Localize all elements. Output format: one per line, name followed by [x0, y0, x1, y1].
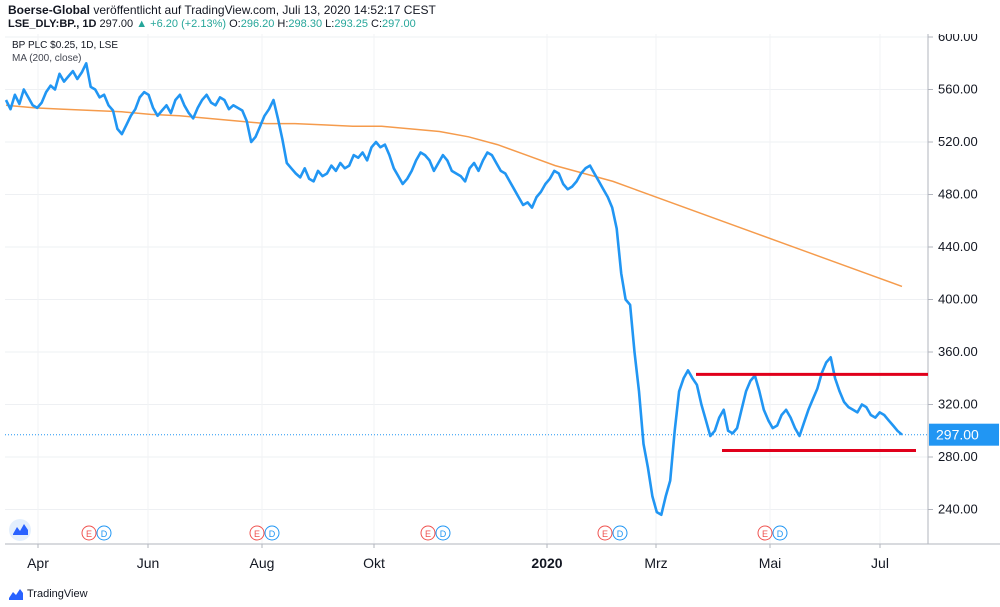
y-tick-label: 360.00 [938, 344, 978, 359]
x-tick-label: Mai [759, 555, 782, 571]
earnings-marker-label: E [602, 529, 608, 539]
chart-legend-title[interactable]: BP PLC $0.25, 1D, LSE [12, 40, 118, 51]
open-label: O: [229, 18, 241, 30]
high-label: H: [277, 18, 289, 30]
high-value: 298.30 [288, 18, 323, 30]
plot-area[interactable] [5, 34, 928, 544]
price-line[interactable] [4, 61, 903, 517]
x-tick-label: Jul [871, 555, 889, 571]
footer: TradingView [0, 582, 1000, 607]
earnings-marker[interactable] [249, 525, 265, 541]
earnings-marker[interactable] [420, 525, 436, 541]
tv-badge-icon[interactable] [9, 519, 31, 541]
dividend-marker[interactable] [772, 525, 788, 541]
y-tick-label: 480.00 [938, 187, 978, 202]
dividend-marker[interactable] [435, 525, 451, 541]
dividend-marker[interactable] [264, 525, 280, 541]
low-value: 293.25 [334, 18, 368, 30]
current-price-tag [929, 423, 999, 446]
earnings-marker[interactable] [757, 525, 773, 541]
chart-legend-indicator[interactable]: MA (200, close) [12, 53, 82, 64]
close-label: C: [371, 18, 383, 30]
author-name[interactable]: Boerse-Global [8, 3, 91, 17]
y-tick-label: 400.00 [938, 292, 978, 307]
dividend-marker-label: D [101, 529, 108, 539]
y-tick-label: 520.00 [938, 134, 978, 149]
earnings-marker-label: E [762, 529, 768, 539]
dividend-marker-label: D [440, 529, 447, 539]
y-tick-label: 440.00 [938, 239, 978, 254]
earnings-marker-label: E [425, 529, 431, 539]
dividend-marker-label: D [269, 529, 276, 539]
x-tick-label: 2020 [531, 555, 562, 571]
dividend-marker-label: D [777, 529, 784, 539]
earnings-marker-label: E [86, 529, 92, 539]
x-tick-label: Aug [250, 555, 275, 571]
dividend-marker-label: D [617, 529, 624, 539]
price-chart[interactable]: 600.00 560.00 520.00 480.00 440.00 400.00 360.… [0, 34, 1000, 582]
last-price: 297.00 [99, 18, 134, 30]
earnings-marker[interactable] [597, 525, 613, 541]
earnings-marker-label: E [254, 529, 260, 539]
tradingview-logo-icon[interactable] [8, 587, 24, 601]
y-tick-label: 600.00 [938, 34, 978, 44]
ma-200-line[interactable] [5, 104, 903, 288]
brand-label[interactable]: TradingView [27, 588, 88, 600]
y-tick-label: 240.00 [938, 502, 978, 517]
open-value: 296.20 [240, 18, 275, 30]
y-tick-label: 560.00 [938, 82, 978, 97]
earnings-marker[interactable] [81, 525, 97, 541]
x-tick-label: Okt [363, 555, 385, 571]
ohlc-line: LSE_DLY:BP., 1D 297.00 ▲ +6.20 (+2.13%) … [8, 18, 416, 30]
dividend-marker[interactable] [612, 525, 628, 541]
x-tick-label: Mrz [644, 555, 667, 571]
current-price-tag-label: 297.00 [936, 427, 979, 443]
dividend-marker[interactable] [96, 525, 112, 541]
x-tick-label: Jun [137, 555, 160, 571]
y-tick-label: 320.00 [938, 397, 978, 412]
publish-text: veröffentlicht auf TradingView.com, Juli… [93, 3, 436, 17]
header: Boerse-Global veröffentlicht auf Trading… [0, 0, 1000, 34]
price-change: ▲ +6.20 (+2.13%) [136, 18, 227, 30]
y-tick-label: 280.00 [938, 449, 978, 464]
symbol-label[interactable]: LSE_DLY:BP., 1D [8, 18, 97, 30]
low-label: L: [325, 18, 335, 30]
close-value: 297.00 [382, 18, 416, 30]
tv-badge-glyph-icon [13, 524, 28, 535]
x-tick-label: Apr [27, 555, 49, 571]
publish-info: Boerse-Global veröffentlicht auf Trading… [8, 3, 436, 17]
